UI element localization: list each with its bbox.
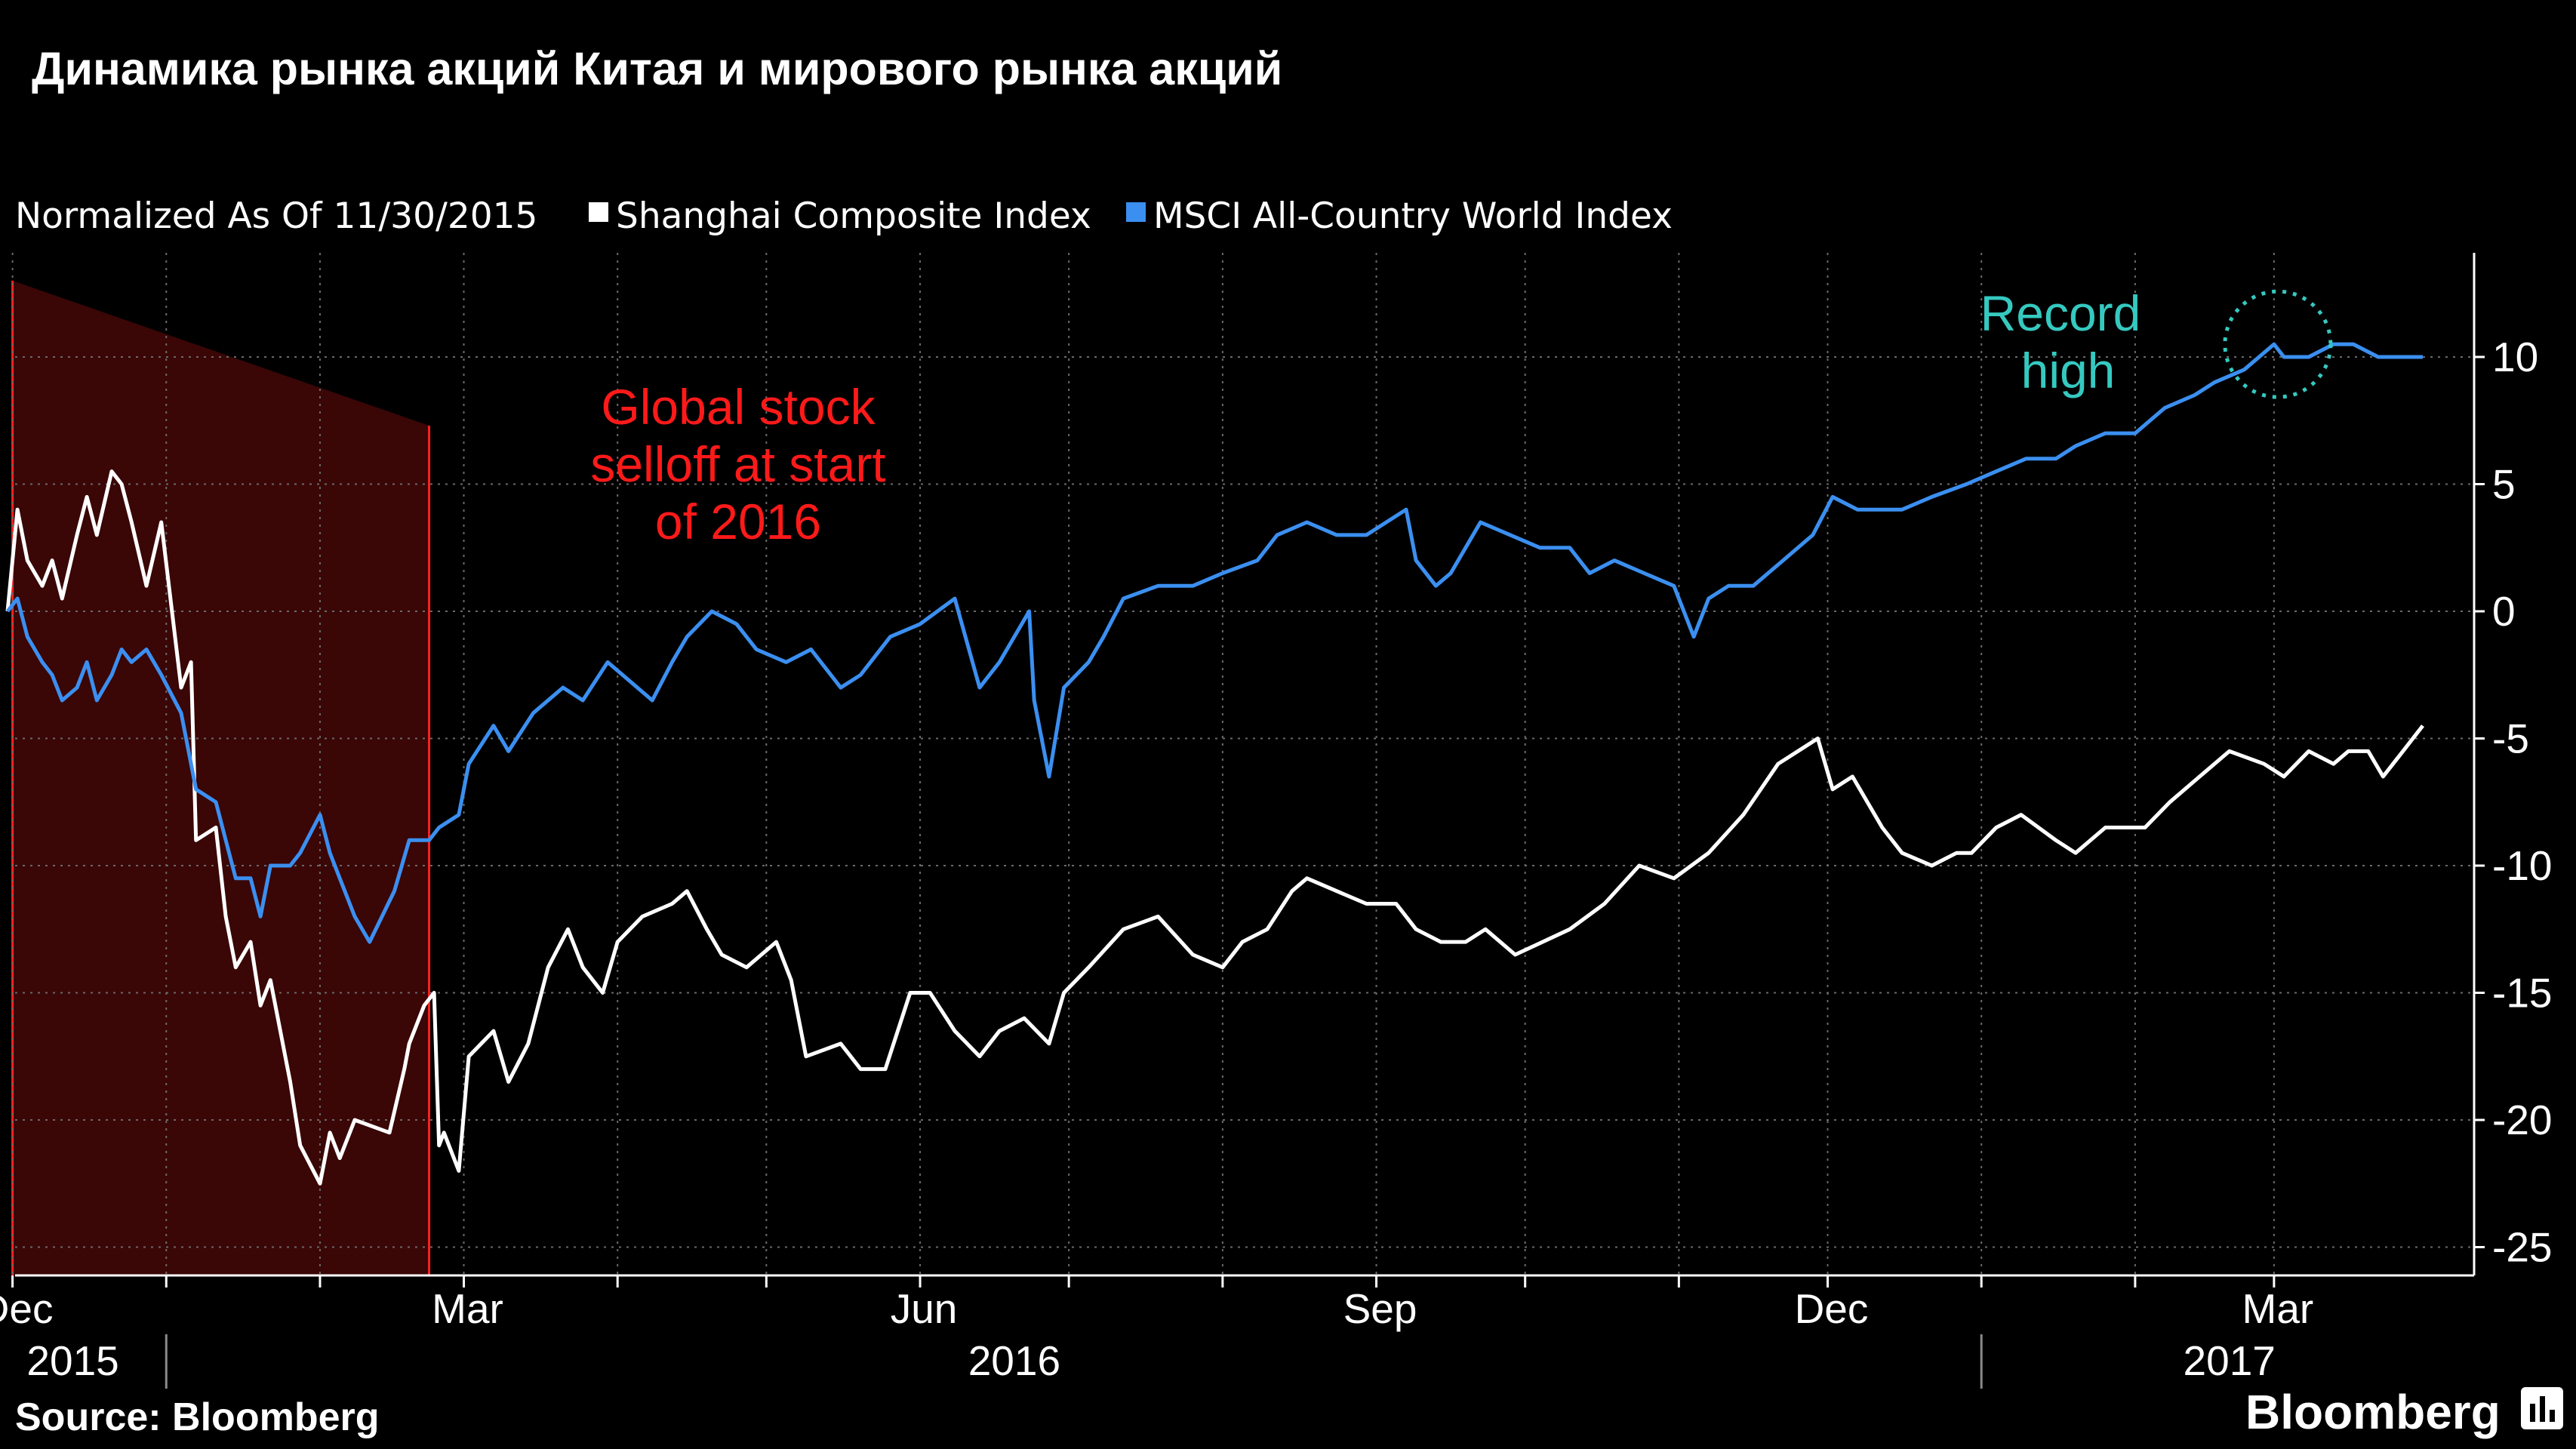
y-tick-label: -5 bbox=[2492, 715, 2529, 762]
y-tick-label: 5 bbox=[2492, 461, 2516, 508]
x-month-label: Mar bbox=[432, 1285, 503, 1332]
y-tick-label: -10 bbox=[2492, 842, 2553, 889]
x-month-label: Dec bbox=[1795, 1285, 1869, 1332]
y-axis-ticks: 10 5 0 -5 -10 -15 -20 -25 bbox=[2474, 334, 2553, 1271]
y-tick-label: -25 bbox=[2492, 1224, 2553, 1271]
annotation-record-line-2: high bbox=[2021, 343, 2116, 398]
y-tick-label: 0 bbox=[2492, 588, 2516, 635]
x-month-label: Mar bbox=[2242, 1285, 2314, 1332]
series-line-shanghai bbox=[5, 469, 2424, 1186]
legend-note: Normalized As Of 11/30/2015 bbox=[15, 195, 537, 237]
legend-label-shanghai: Shanghai Composite Index bbox=[616, 195, 1091, 237]
legend: Normalized As Of 11/30/2015 Shanghai Com… bbox=[15, 195, 1673, 237]
annotation-selloff-line-2: selloff at start bbox=[590, 436, 885, 492]
legend-label-msci: MSCI All-Country World Index bbox=[1153, 195, 1673, 237]
legend-swatch-msci bbox=[1126, 202, 1146, 222]
y-tick-label: -20 bbox=[2492, 1097, 2553, 1143]
annotation-record-line-1: Record bbox=[1980, 285, 2141, 341]
annotation-selloff: Global stock selloff at start of 2016 bbox=[590, 379, 885, 549]
selloff-region bbox=[12, 280, 429, 1275]
source-note: Source: Bloomberg bbox=[15, 1395, 380, 1439]
gridlines bbox=[11, 253, 2474, 1275]
legend-swatch-shanghai bbox=[589, 202, 608, 222]
y-tick-label: -15 bbox=[2492, 970, 2553, 1017]
x-year-label: 2015 bbox=[26, 1337, 118, 1384]
x-month-label: Dec bbox=[0, 1285, 53, 1332]
y-tick-label: 10 bbox=[2492, 334, 2538, 380]
bloomberg-logo: Bloomberg bbox=[2245, 1385, 2501, 1439]
annotation-selloff-line-1: Global stock bbox=[601, 379, 876, 435]
series-line-msci bbox=[6, 342, 2423, 944]
x-year-label: 2016 bbox=[968, 1337, 1060, 1384]
x-month-label: Sep bbox=[1343, 1285, 1417, 1332]
bloomberg-logo-icon bbox=[2521, 1387, 2563, 1429]
record-high-marker bbox=[2223, 289, 2333, 399]
chart-title: Динамика рынка акций Китая и мирового ры… bbox=[32, 43, 1282, 94]
x-month-label: Jun bbox=[891, 1285, 958, 1332]
annotation-selloff-line-3: of 2016 bbox=[655, 494, 821, 549]
x-year-label: 2017 bbox=[2184, 1337, 2276, 1384]
x-axis-ticks: Dec Mar Jun Sep Dec Mar 2015 2016 2017 bbox=[0, 1275, 2313, 1389]
annotation-record-high: Record high bbox=[1980, 285, 2333, 399]
